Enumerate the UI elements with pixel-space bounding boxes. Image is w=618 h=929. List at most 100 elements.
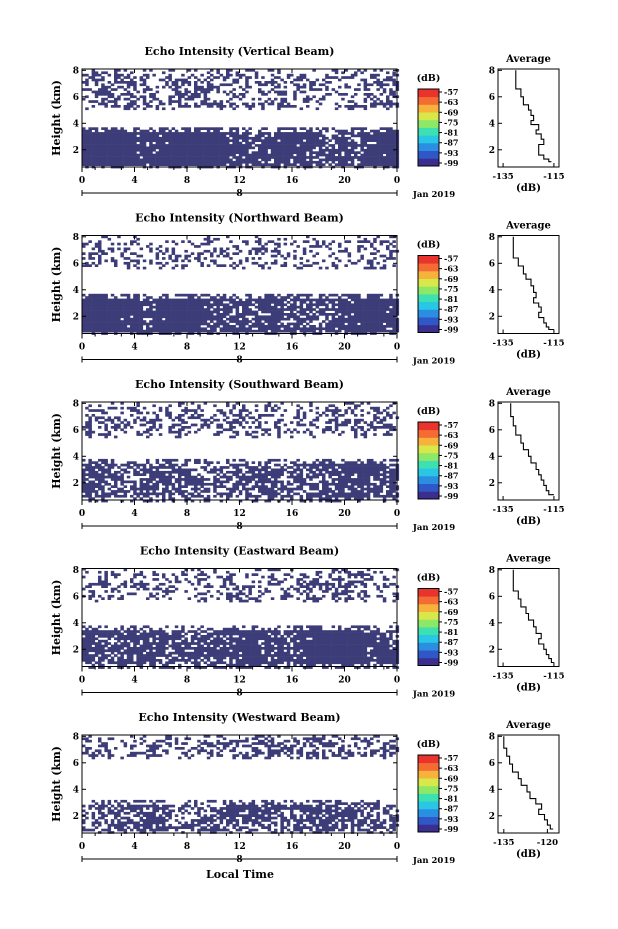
echo-cell xyxy=(133,88,137,91)
echo-cell xyxy=(242,132,246,135)
echo-cell xyxy=(299,482,304,486)
echo-cell xyxy=(110,317,115,321)
echo-cell xyxy=(155,257,160,260)
echo-cell xyxy=(389,105,393,108)
echo-cell xyxy=(206,90,211,94)
echo-cell xyxy=(222,296,227,299)
echo-cell xyxy=(267,478,272,481)
echo-cell xyxy=(235,129,240,133)
echo-cell xyxy=(181,95,185,99)
echo-cell xyxy=(366,475,371,479)
echo-cell xyxy=(194,88,198,91)
echo-cell xyxy=(360,468,364,472)
echo-cell xyxy=(290,127,294,130)
echo-cell xyxy=(101,492,105,496)
echo-cell xyxy=(318,148,323,152)
echo-cell xyxy=(171,81,176,84)
echo-cell xyxy=(136,466,140,469)
echo-cell xyxy=(350,329,355,333)
echo-cell xyxy=(213,158,217,162)
echo-cell xyxy=(309,83,313,87)
echo-cell xyxy=(245,293,249,297)
echo-cell xyxy=(222,146,227,150)
echo-cell xyxy=(254,468,259,472)
echo-cell xyxy=(82,308,86,311)
echo-cell xyxy=(94,73,99,77)
echo-cell xyxy=(206,146,211,150)
echo-cell xyxy=(264,325,268,328)
echo-cell xyxy=(293,301,297,304)
echo-cell xyxy=(101,153,105,157)
echo-cell xyxy=(254,317,259,321)
echo-cell xyxy=(315,315,320,319)
echo-cell xyxy=(213,466,217,469)
echo-cell xyxy=(347,303,352,307)
echo-cell xyxy=(392,81,396,84)
echo-cell xyxy=(248,487,252,491)
echo-cell xyxy=(114,132,118,135)
echo-cell xyxy=(309,303,313,307)
echo-cell xyxy=(91,329,96,333)
echo-cell xyxy=(254,475,259,479)
echo-cell xyxy=(91,153,96,157)
echo-cell xyxy=(229,97,233,101)
echo-cell xyxy=(149,132,153,135)
echo-cell xyxy=(293,475,297,479)
colorbar-segment xyxy=(418,263,439,272)
echo-cell xyxy=(338,308,342,311)
echo-cell xyxy=(238,146,243,150)
echo-cell xyxy=(136,320,140,323)
echo-cell xyxy=(126,158,131,162)
echo-cell xyxy=(216,237,220,241)
echo-cell xyxy=(187,322,192,326)
echo-cell xyxy=(354,490,358,493)
echo-cell xyxy=(366,293,371,297)
echo-cell xyxy=(162,466,166,469)
echo-cell xyxy=(120,293,124,297)
echo-cell xyxy=(184,254,188,258)
echo-cell xyxy=(306,136,310,140)
echo-cell xyxy=(280,482,284,486)
average-y-tick-label: 8 xyxy=(489,66,495,76)
echo-cell xyxy=(184,132,188,135)
echo-cell xyxy=(152,160,156,164)
echo-cell xyxy=(91,151,96,154)
echo-cell xyxy=(178,301,182,304)
echo-cell xyxy=(200,88,204,91)
echo-cell xyxy=(219,127,224,130)
echo-cell xyxy=(139,468,144,472)
echo-cell xyxy=(286,73,291,77)
echo-cell xyxy=(107,487,112,491)
echo-cell xyxy=(85,83,89,87)
echo-cell xyxy=(197,480,201,484)
echo-cell xyxy=(325,85,329,89)
echo-cell xyxy=(258,156,262,159)
echo-cell xyxy=(184,310,188,314)
echo-cell xyxy=(114,97,118,101)
echo-cell xyxy=(318,129,323,133)
echo-cell xyxy=(130,95,134,99)
echo-cell xyxy=(197,458,201,462)
echo-cell xyxy=(267,466,272,469)
echo-cell xyxy=(274,313,278,316)
echo-cell xyxy=(232,107,236,111)
echo-cell xyxy=(181,259,185,263)
echo-cell xyxy=(190,97,195,101)
echo-cell xyxy=(210,325,214,328)
echo-cell xyxy=(155,485,160,488)
echo-cell xyxy=(238,325,243,328)
echo-cell xyxy=(328,482,332,486)
x-tick-label: 12 xyxy=(233,343,246,353)
echo-cell xyxy=(85,494,89,498)
echo-cell xyxy=(267,327,272,331)
echo-cell xyxy=(222,303,227,307)
echo-cell xyxy=(280,105,284,108)
echo-cell xyxy=(146,151,150,154)
echo-cell xyxy=(242,240,246,243)
echo-cell xyxy=(325,127,329,130)
echo-cell xyxy=(82,141,86,145)
echo-cell xyxy=(392,303,396,307)
echo-cell xyxy=(190,144,195,147)
echo-cell xyxy=(334,293,339,297)
echo-cell xyxy=(200,151,204,154)
